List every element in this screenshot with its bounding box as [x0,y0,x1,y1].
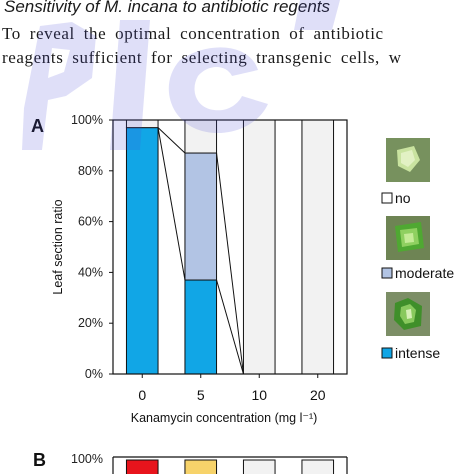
connector-line-moderate [157,127,186,154]
panel-a-x-axis-title: Kanamycin concentration (mg l⁻¹) [131,411,318,425]
panel-a-x-tick-label: 20 [310,387,326,403]
bar-segment-no-20 [301,119,335,375]
body-text-line-2: reagents sufficient for selecting transg… [2,48,402,67]
panel-a-y-tick-label: 40% [78,265,103,279]
bar-segment-no-0 [125,119,159,129]
panel-b-bar [301,459,335,474]
panel-b-y-tick-100: 100% [71,452,103,466]
panel-a-y-tick-label: 0% [85,367,103,381]
bar-segment-moderate-5 [184,152,218,281]
legend-label-intense: intense [395,345,440,361]
panel-a-x-tick-label: 0 [138,387,146,403]
legend-swatch-moderate [381,267,393,279]
bar-segment-no-5 [184,119,218,154]
panel-a-y-axis-title: Leaf section ratio [51,199,65,294]
connector-line-intense [157,127,186,281]
legend-label-moderate: moderate [395,265,454,281]
panel-a-y-tick-label: 100% [71,113,103,127]
legend-label-no: no [395,190,411,206]
panel-a-plot-frame [112,119,348,375]
panel-b-bars [112,456,348,474]
leaf-moderate-response-photo [386,216,430,260]
bar-segment-intense-0 [125,127,159,375]
panel-a-x-tick-label: 5 [197,387,205,403]
panel-b-bar [242,459,276,474]
body-text-line-1: To reveal the optimal concentration of a… [2,24,384,43]
panel-a-connectors [157,127,244,375]
panel-a-x-ticks: 0 5 10 20 [138,374,326,403]
leaf-no-response-photo [386,138,430,182]
bar-segment-intense-5 [184,279,218,375]
panel-a-bars [125,119,335,375]
panel-b-letter: B [33,450,46,470]
legend: no moderate intense [381,138,454,361]
connector-line-moderate [216,152,244,375]
legend-swatch-no [381,192,393,204]
legend-swatch-intense [381,347,393,359]
connector-line-intense [216,279,244,375]
panel-b-bar [125,459,159,474]
panel-b-bar [184,459,218,474]
panel-a-y-tick-label: 60% [78,215,103,229]
bar-segment-no-10 [242,119,276,375]
panel-a-y-tick-label: 80% [78,164,103,178]
section-heading: Sensitivity of M. incana to antibiotic r… [4,0,330,16]
leaf-intense-response-photo [386,292,430,336]
panel-a-y-tick-label: 20% [78,316,103,330]
panel-a-letter: A [31,116,44,136]
panel-a-x-tick-label: 10 [251,387,267,403]
panel-a-y-ticks: 0% 20% 40% 60% 80% 100% [71,113,113,381]
